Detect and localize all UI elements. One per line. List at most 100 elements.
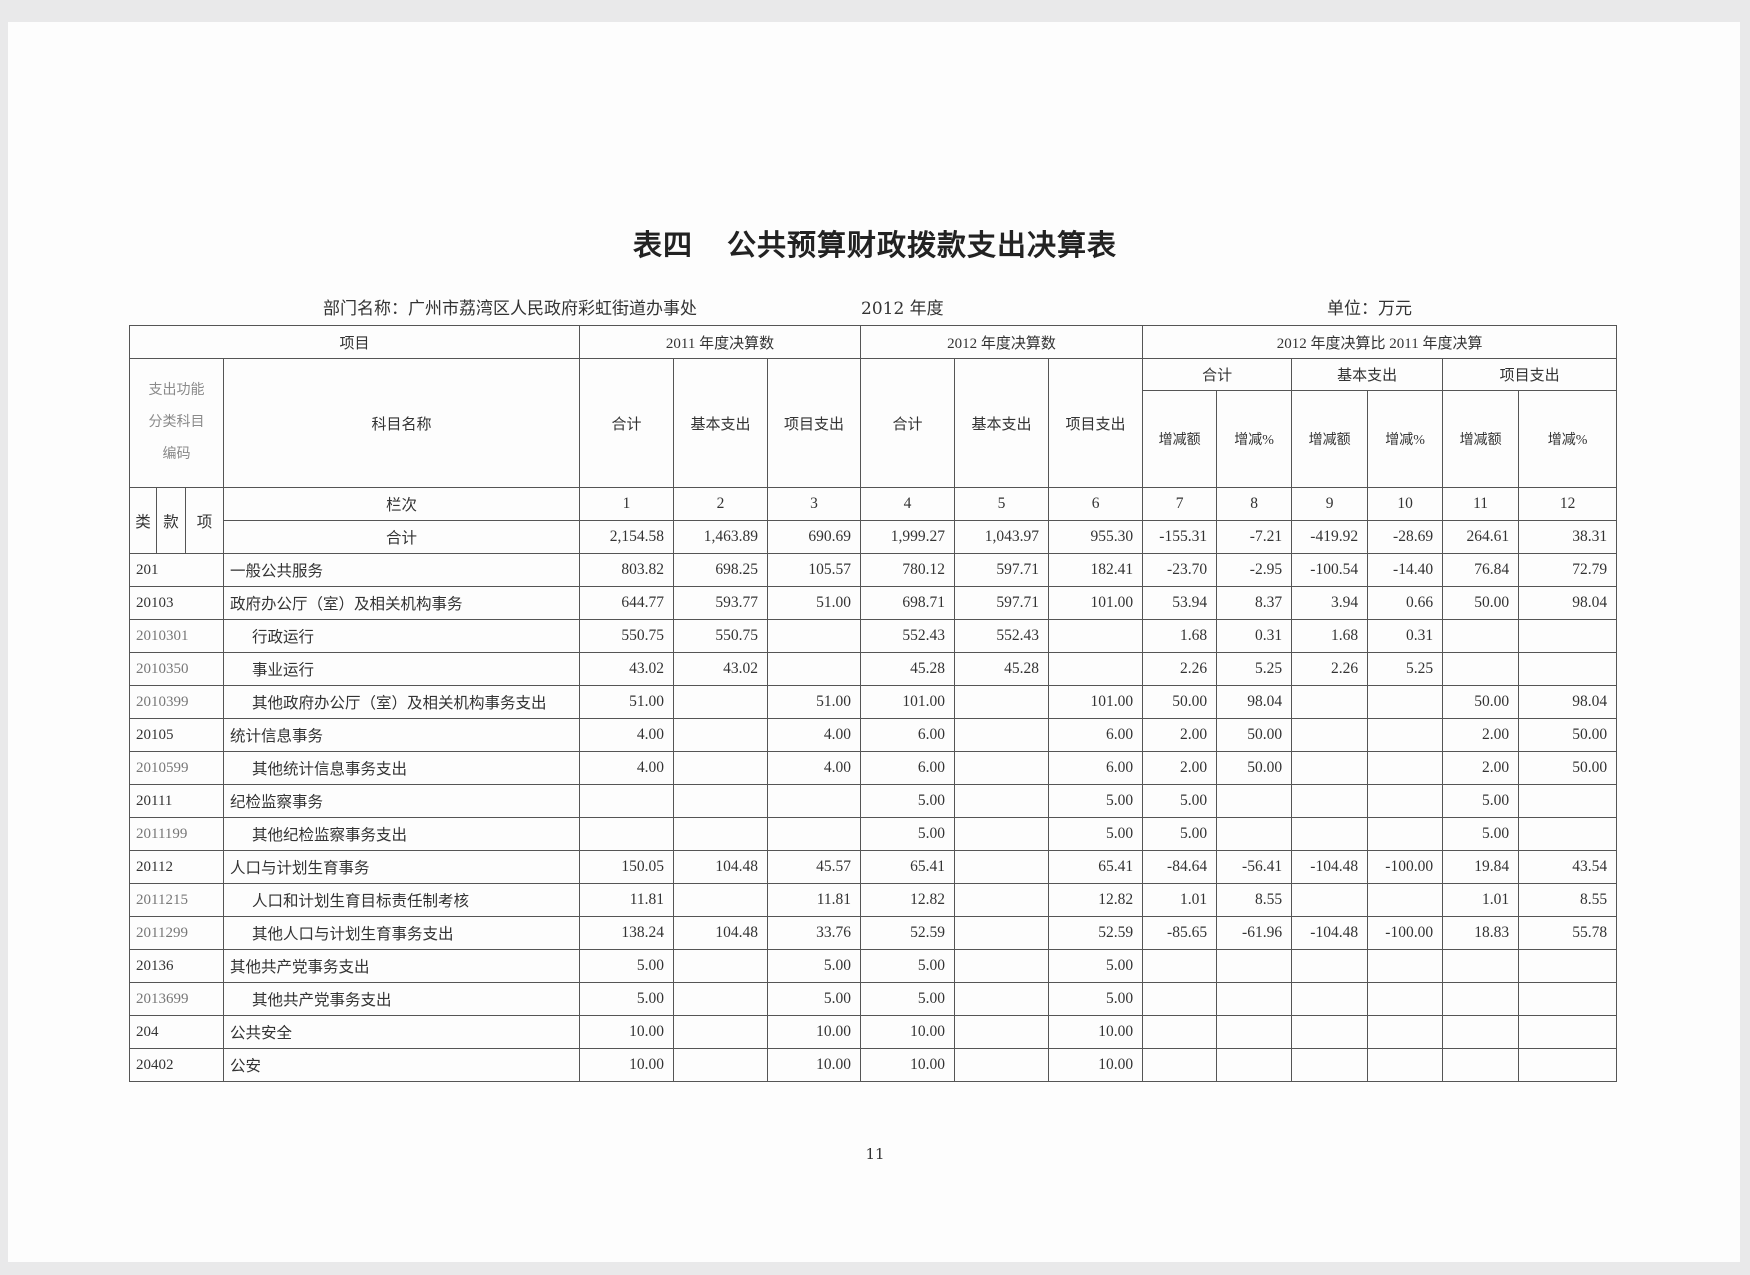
cell-value bbox=[954, 916, 1050, 950]
cell-value: 5.00 bbox=[860, 949, 956, 983]
cell-value: 5.00 bbox=[767, 949, 862, 983]
table-row: 2011199 其他纪检监察事务支出 5.00 5.00 5.00 5.00 bbox=[129, 817, 1618, 851]
cell-value bbox=[1442, 619, 1520, 653]
header-row-1: 项目 2011 年度决算数 2012 年度决算数 2012 年度决算比 2011… bbox=[128, 325, 1618, 359]
subject-name: 纪检监察事务 bbox=[222, 784, 581, 818]
column-number: 12 bbox=[1518, 487, 1618, 521]
column-number: 6 bbox=[1048, 487, 1144, 521]
cell-value: -100.54 bbox=[1291, 553, 1369, 587]
cell-value: 52.59 bbox=[860, 916, 956, 950]
cell-value: 51.00 bbox=[579, 685, 675, 719]
cell-value: 2.00 bbox=[1142, 751, 1218, 785]
subject-name: 其他共产党事务支出 bbox=[222, 949, 581, 983]
cell-value bbox=[1048, 652, 1144, 686]
sum-value: 264.61 bbox=[1442, 520, 1520, 554]
cell-value bbox=[673, 1048, 769, 1082]
cell-value: 550.75 bbox=[673, 619, 769, 653]
column-order-label: 栏次 bbox=[222, 487, 581, 521]
cell-value bbox=[1442, 982, 1520, 1016]
cell-value: 2.26 bbox=[1142, 652, 1218, 686]
subject-code: 2011215 bbox=[129, 883, 224, 917]
cell-value: 5.25 bbox=[1367, 652, 1444, 686]
header-compare: 2012 年度决算比 2011 年度决算 bbox=[1142, 325, 1618, 359]
cell-value: 1.01 bbox=[1442, 883, 1520, 917]
cell-value bbox=[1518, 982, 1618, 1016]
cell-value bbox=[673, 718, 769, 752]
cell-value: 52.59 bbox=[1048, 916, 1144, 950]
header-change-pct: 增减% bbox=[1367, 390, 1444, 488]
cell-value bbox=[954, 817, 1050, 851]
header-change-amount: 增减额 bbox=[1291, 390, 1369, 488]
sum-value: 1,463.89 bbox=[673, 520, 769, 554]
column-number: 4 bbox=[860, 487, 956, 521]
cell-value: 43.54 bbox=[1518, 850, 1618, 884]
subject-name: 行政运行 bbox=[222, 619, 581, 653]
cell-value bbox=[579, 784, 675, 818]
cell-value: -104.48 bbox=[1291, 850, 1369, 884]
cell-value bbox=[1216, 784, 1293, 818]
cell-value: 4.00 bbox=[579, 751, 675, 785]
table-row: 201 一般公共服务 803.82 698.25 105.57 780.12 597.71 1… bbox=[129, 553, 1618, 587]
header-change-amount: 增减额 bbox=[1142, 390, 1218, 488]
cell-value: 43.02 bbox=[673, 652, 769, 686]
column-number: 3 bbox=[767, 487, 862, 521]
column-number: 1 bbox=[579, 487, 675, 521]
cell-value: 2.00 bbox=[1142, 718, 1218, 752]
cell-value: -23.70 bbox=[1142, 553, 1218, 587]
cell-value bbox=[954, 685, 1050, 719]
sum-value: 955.30 bbox=[1048, 520, 1144, 554]
cell-value: 5.00 bbox=[860, 982, 956, 1016]
cell-value bbox=[673, 685, 769, 719]
subject-name: 其他统计信息事务支出 bbox=[222, 751, 581, 785]
header-change-pct: 增减% bbox=[1216, 390, 1293, 488]
cell-value bbox=[1216, 1048, 1293, 1082]
cell-value: 11.81 bbox=[579, 883, 675, 917]
cell-value: 10.00 bbox=[860, 1015, 956, 1049]
cell-value bbox=[954, 1048, 1050, 1082]
cell-value: 597.71 bbox=[954, 586, 1050, 620]
column-number: 9 bbox=[1291, 487, 1369, 521]
cell-value: 10.00 bbox=[767, 1048, 862, 1082]
cell-value: 50.00 bbox=[1216, 751, 1293, 785]
cell-value: 72.79 bbox=[1518, 553, 1618, 587]
cell-value: 10.00 bbox=[860, 1048, 956, 1082]
cell-value: 101.00 bbox=[1048, 685, 1144, 719]
column-number-row: 类 款 项 栏次 1 2 3 4 5 6 7 8 9 10 11 12 bbox=[129, 487, 1618, 554]
cell-value: 8.55 bbox=[1518, 883, 1618, 917]
cell-value bbox=[1367, 817, 1444, 851]
cell-value: 45.28 bbox=[954, 652, 1050, 686]
cell-value: 1.68 bbox=[1142, 619, 1218, 653]
column-number: 7 bbox=[1142, 487, 1218, 521]
header-compare-basic: 基本支出 bbox=[1291, 358, 1444, 391]
cell-value bbox=[579, 817, 675, 851]
cell-value: 50.00 bbox=[1518, 751, 1618, 785]
header-2012-total: 合计 bbox=[860, 358, 956, 488]
header-kuan: 款 bbox=[156, 487, 186, 554]
header-compare-project: 项目支出 bbox=[1442, 358, 1618, 391]
cell-value: 5.00 bbox=[1048, 784, 1144, 818]
column-number: 2 bbox=[673, 487, 769, 521]
cell-value bbox=[1518, 784, 1618, 818]
cell-value bbox=[673, 883, 769, 917]
subject-code: 2011199 bbox=[129, 817, 224, 851]
table-row: 204 公共安全 10.00 10.00 10.00 10.00 bbox=[129, 1015, 1618, 1049]
fiscal-year: 2012 年度 bbox=[861, 299, 944, 319]
cell-value: 98.04 bbox=[1216, 685, 1293, 719]
page-number: 11 bbox=[865, 1145, 885, 1163]
cell-value: 8.37 bbox=[1216, 586, 1293, 620]
cell-value bbox=[1367, 751, 1444, 785]
subject-code: 2010399 bbox=[129, 685, 224, 719]
subject-code: 2010599 bbox=[129, 751, 224, 785]
cell-value bbox=[1291, 1048, 1369, 1082]
cell-value: 50.00 bbox=[1518, 718, 1618, 752]
cell-value: 11.81 bbox=[767, 883, 862, 917]
cell-value bbox=[1291, 982, 1369, 1016]
cell-value: 104.48 bbox=[673, 850, 769, 884]
cell-value bbox=[1291, 949, 1369, 983]
cell-value bbox=[1442, 1015, 1520, 1049]
cell-value: 5.00 bbox=[579, 949, 675, 983]
cell-value: 10.00 bbox=[579, 1015, 675, 1049]
cell-value: 138.24 bbox=[579, 916, 675, 950]
cell-value bbox=[1367, 949, 1444, 983]
subject-code: 204 bbox=[129, 1015, 224, 1049]
